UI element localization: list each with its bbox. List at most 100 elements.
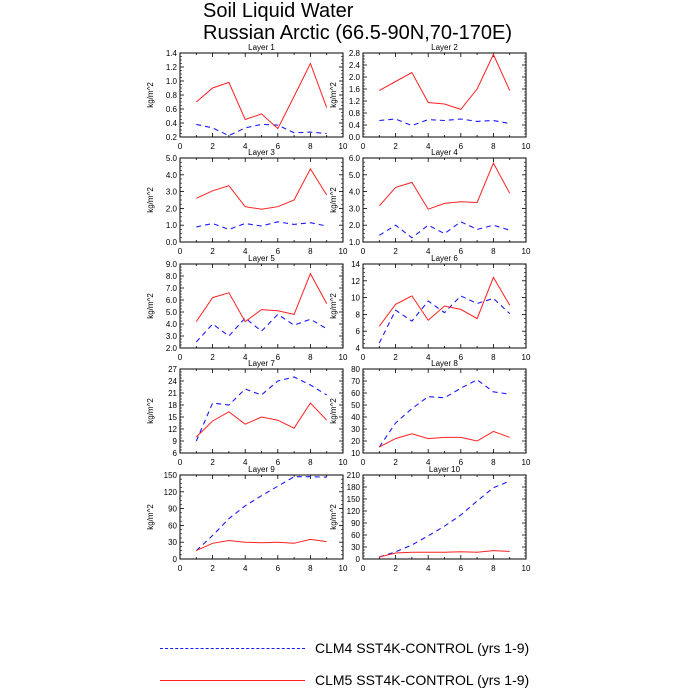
x-tick-label: 0 <box>178 353 183 362</box>
x-tick-label: 6 <box>459 564 464 573</box>
x-tick-label: 2 <box>393 353 398 362</box>
y-tick-label: 20 <box>351 437 360 446</box>
y-tick-label: 0 <box>356 555 361 564</box>
panel-title: Layer 2 <box>431 43 458 52</box>
series-line-clm5 <box>196 538 327 552</box>
x-tick-label: 4 <box>243 247 248 256</box>
y-tick-label: 30 <box>351 543 360 552</box>
plot-frame <box>362 52 527 138</box>
y-tick-label: 60 <box>351 531 360 540</box>
legend-dashed-line-swatch <box>160 648 305 649</box>
y-tick-label: 4 <box>356 344 361 353</box>
series-line-clm5 <box>195 272 328 323</box>
legend-label-clm5: CLM5 SST4K-CONTROL (yrs 1-9) <box>315 672 530 688</box>
series-line-clm5 <box>378 276 511 327</box>
x-tick-label: 10 <box>339 247 348 256</box>
y-tick-label: 30 <box>351 425 360 434</box>
y-tick-label: 0 <box>173 555 178 564</box>
y-tick-label: 1.0 <box>349 238 361 247</box>
series-line-clm4 <box>378 379 510 448</box>
x-tick-label: 2 <box>210 564 215 573</box>
x-tick-label: 8 <box>308 353 313 362</box>
y-tick-label: 2.0 <box>349 73 361 82</box>
x-tick-label: 6 <box>276 142 281 151</box>
x-tick-label: 10 <box>522 458 531 467</box>
y-tick-label: 3.0 <box>166 188 178 197</box>
y-tick-label: 0.4 <box>349 121 361 130</box>
y-tick-label: 3.0 <box>166 332 178 341</box>
x-tick-label: 0 <box>178 142 183 151</box>
panel-layer-5: Layer 5 kg/m^2 0 2 4 6 8 10 2.0 3.0 4.0 5.0 6.0 7.0 8.… <box>146 254 348 362</box>
y-tick-label: 15 <box>168 413 177 422</box>
y-tick-label: 4.0 <box>349 188 361 197</box>
y-tick-label: 10 <box>351 294 360 303</box>
y-tick-label: 12 <box>168 425 177 434</box>
y-tick-label: 210 <box>347 471 361 480</box>
y-tick-label: 14 <box>351 260 360 269</box>
plot-frame <box>179 157 344 243</box>
x-tick-label: 10 <box>522 247 531 256</box>
y-tick-label: 6 <box>356 327 361 336</box>
y-tick-label: 0.8 <box>349 109 361 118</box>
series-line-clm5 <box>379 430 510 448</box>
x-tick-label: 0 <box>178 564 183 573</box>
x-tick-label: 4 <box>243 564 248 573</box>
y-tick-label: 180 <box>347 483 361 492</box>
x-tick-label: 8 <box>491 247 496 256</box>
y-tick-label: 6.0 <box>166 296 178 305</box>
x-tick-label: 6 <box>459 142 464 151</box>
x-tick-label: 2 <box>393 458 398 467</box>
series-line-clm4 <box>195 376 327 442</box>
y-tick-label: 120 <box>347 507 361 516</box>
panel-layer-4: Layer 4kg/m^20 2 4 6 8 101.02.03.04.05.06.0 <box>329 148 531 256</box>
y-tick-label: 0.0 <box>349 133 361 142</box>
x-tick-label: 8 <box>491 353 496 362</box>
y-axis-label: kg/m^2 <box>146 187 155 213</box>
y-tick-label: 30 <box>168 538 177 547</box>
x-tick-label: 8 <box>491 142 496 151</box>
y-tick-label: 50 <box>351 401 360 410</box>
series-line-clm5 <box>195 402 328 438</box>
y-tick-label: 21 <box>168 389 177 398</box>
y-tick-label: 8 <box>356 310 361 319</box>
series-line-clm4 <box>195 313 327 343</box>
x-tick-label: 4 <box>243 353 248 362</box>
y-tick-label: 6 <box>173 449 178 458</box>
y-axis-label: kg/m^2 <box>146 293 155 319</box>
x-tick-label: 0 <box>361 142 366 151</box>
panel-layer-10: Layer 10 kg/m^2 0 2 4 6 8 10 0 30 60 90 120 150 180 210 <box>329 465 531 573</box>
y-tick-label: 9 <box>173 437 178 446</box>
y-tick-label: 0.6 <box>166 105 178 114</box>
y-tick-label: 18 <box>168 401 177 410</box>
panel-title: Layer 7 <box>248 359 275 368</box>
y-tick-label: 1.0 <box>166 77 178 86</box>
x-tick-label: 0 <box>361 353 366 362</box>
x-tick-label: 4 <box>426 142 431 151</box>
y-tick-label: 1.6 <box>349 85 361 94</box>
y-tick-label: 60 <box>351 389 360 398</box>
panel-layer-3: Layer 3 kg/m^2 0 2 4 6 8 10 0.0 1.0 2.0 3.0 4.0 5.0 <box>146 148 348 256</box>
y-axis-label: kg/m^2 <box>329 504 338 530</box>
series-line-clm4 <box>196 221 327 230</box>
x-tick-label: 10 <box>339 353 348 362</box>
legend-item-clm5: CLM5 SST4K-CONTROL (yrs 1-9) <box>160 670 640 690</box>
x-tick-label: 2 <box>393 142 398 151</box>
x-tick-label: 0 <box>178 247 183 256</box>
panel-layer-2: Layer 2kg/m^20 2 4 6 8 100.00.40.81.21.62.02.… <box>329 43 531 151</box>
panel-layer-1: Layer 1 kg/m^2 0 2 4 6 8 10 0.2 0.4 0.6 0.8 1.0 1.2 1.… <box>146 43 348 151</box>
panel-title: Layer 10 <box>429 465 461 474</box>
y-tick-label: 7.0 <box>166 284 178 293</box>
x-tick-label: 6 <box>459 247 464 256</box>
panel-layer-6: Layer 6 kg/m^2 0 2 4 6 8 10 4 6 8 10 12 14 <box>329 254 531 362</box>
y-tick-label: 0.0 <box>166 238 178 247</box>
x-tick-label: 8 <box>308 247 313 256</box>
panel-title: Layer 6 <box>431 254 458 263</box>
x-tick-label: 2 <box>210 247 215 256</box>
series-line-clm4 <box>195 476 327 552</box>
series-line-clm5 <box>379 53 511 110</box>
chart-subtitle: Russian Arctic (66.5-90N,70-170E) <box>203 22 513 44</box>
x-tick-label: 10 <box>339 142 348 151</box>
series-line-clm4 <box>379 480 510 558</box>
